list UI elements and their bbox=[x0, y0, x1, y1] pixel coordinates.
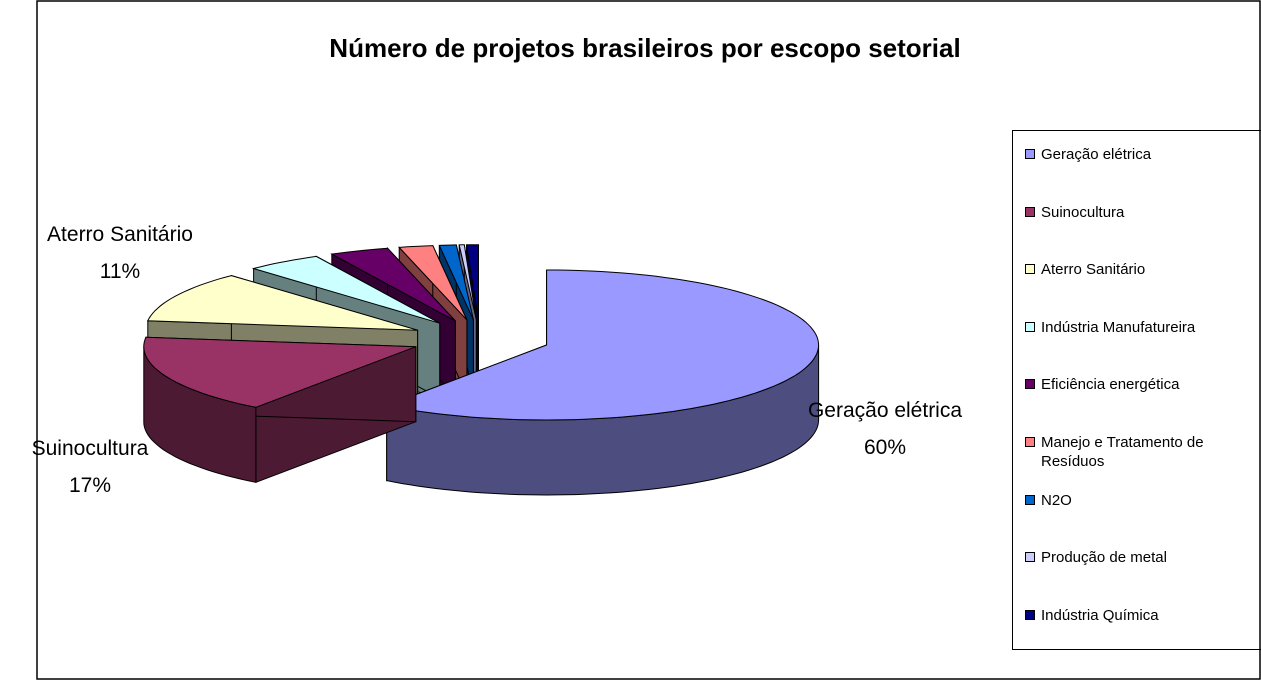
legend-label: Geração elétrica bbox=[1041, 146, 1152, 163]
data-label-name: Aterro Sanitário bbox=[47, 223, 193, 246]
legend-item: Eficiência energética bbox=[1025, 375, 1261, 394]
data-label-name: Suinocultura bbox=[31, 437, 149, 460]
legend-label: N2O bbox=[1041, 491, 1072, 509]
legend-label: Eficiência energética bbox=[1041, 376, 1180, 394]
legend-swatch bbox=[1025, 609, 1035, 620]
slice-top bbox=[438, 244, 474, 321]
legend-item: N2O bbox=[1025, 491, 1261, 510]
data-label-value: 60% bbox=[863, 436, 907, 459]
legend-label: Suinocultura bbox=[1041, 203, 1125, 221]
slice-top bbox=[330, 247, 456, 322]
legend-item: Indústria Manufatureira bbox=[1025, 318, 1261, 337]
legend-swatch bbox=[1025, 379, 1035, 390]
data-label: Geração elétrica 60% bbox=[805, 392, 965, 466]
slice-top bbox=[251, 255, 440, 324]
legend-swatch bbox=[1025, 437, 1035, 447]
legend-swatch bbox=[1025, 494, 1035, 505]
legend-item: Manejo e Tratamento de Resíduos bbox=[1025, 433, 1261, 471]
legend-label: Produção de metal bbox=[1041, 549, 1167, 567]
slice-top bbox=[398, 245, 468, 321]
slice-top bbox=[146, 275, 418, 331]
legend-swatch bbox=[1025, 149, 1035, 159]
legend-swatch bbox=[1025, 321, 1035, 332]
legend-swatch bbox=[1025, 264, 1035, 275]
slice-top bbox=[458, 244, 477, 320]
legend-label: Indústria Manufatureira bbox=[1041, 318, 1196, 336]
legend-label: Indústria Química bbox=[1041, 606, 1159, 624]
legend-swatch bbox=[1025, 206, 1035, 217]
slice-top bbox=[143, 336, 416, 408]
data-label-name: Geração elétrica bbox=[807, 399, 963, 422]
pie-slice bbox=[143, 336, 417, 484]
legend-item: Produção de metal bbox=[1025, 548, 1261, 567]
data-label-value: 17% bbox=[68, 474, 112, 497]
data-label-value: 11% bbox=[99, 260, 141, 283]
legend-swatch bbox=[1025, 552, 1035, 563]
pie-slice bbox=[384, 269, 820, 496]
chart-title: Número de projetos brasileiros por escop… bbox=[329, 33, 960, 63]
legend-item: Suinocultura bbox=[1025, 203, 1261, 222]
legend-item: Aterro Sanitário bbox=[1025, 260, 1261, 279]
data-label: Aterro Sanitário 11% bbox=[45, 216, 195, 290]
legend-label: Manejo e Tratamento de Resíduos bbox=[1041, 434, 1204, 470]
slice-top bbox=[384, 269, 820, 421]
legend-label: Aterro Sanitário bbox=[1041, 261, 1146, 279]
legend-item: Indústria Química bbox=[1025, 606, 1261, 625]
legend-item: Geração elétrica bbox=[1025, 145, 1261, 164]
data-label: Suinocultura 17% bbox=[5, 430, 175, 504]
legend: Geração elétrica Suinocultura Aterro Sanit… bbox=[1012, 130, 1261, 650]
slice-top bbox=[465, 244, 479, 320]
